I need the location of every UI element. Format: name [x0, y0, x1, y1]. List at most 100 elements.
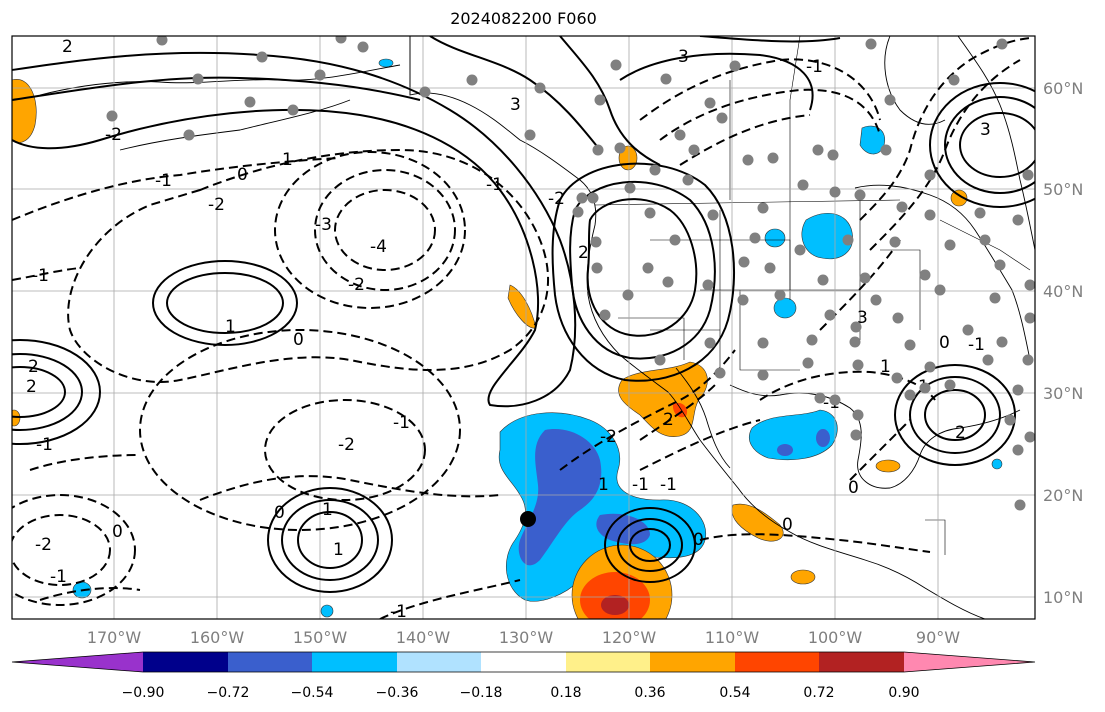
positive-anomaly-region	[950, 189, 968, 207]
contour-label: 0	[693, 530, 704, 550]
strong-negative-region	[518, 429, 602, 566]
contour-label: 0	[274, 503, 285, 523]
colorbar-tick-label: −0.72	[207, 685, 250, 701]
contour-label: 2	[26, 377, 37, 397]
lat-tick-label: 40°N	[1043, 282, 1083, 301]
contour-label: -2	[600, 427, 617, 447]
colorbar-tick-label: 0.54	[719, 685, 750, 701]
colorbar-segment	[819, 652, 904, 672]
dashed-contours	[12, 37, 1031, 619]
contour-label: 0	[112, 522, 123, 542]
colorbar-segment	[312, 652, 397, 672]
negative-anomaly-region	[801, 213, 853, 260]
colorbar-extend-high	[904, 652, 1035, 672]
colorbar-segment	[735, 652, 819, 672]
lon-tick-label: 90°W	[916, 628, 960, 647]
contour-label: -1	[155, 171, 172, 191]
negative-anomaly-region	[991, 458, 1003, 470]
contour-label: -1	[486, 175, 503, 195]
contour-label: -1	[806, 57, 823, 77]
contour-labels: 2 -2 0 3 -1 1 -3 -4 -2 1 0 2 2 -1 -2 -1 …	[26, 37, 991, 619]
contour-label: -1	[632, 475, 649, 495]
contour-label: -2	[35, 535, 52, 555]
strong-negative-region	[816, 429, 830, 447]
contour-label: -1	[36, 435, 53, 455]
lon-tick-label: 120°W	[602, 628, 657, 647]
colorbar-tick-label: −0.18	[460, 685, 503, 701]
negative-anomaly-region	[378, 58, 394, 68]
contour-label: 0	[848, 478, 859, 498]
political-boundaries	[409, 36, 1031, 555]
contour-label: -1	[660, 475, 677, 495]
positive-anomaly-region	[790, 569, 816, 585]
colorbar-tick-label: 0.72	[803, 685, 834, 701]
colorbar-labels: −0.90 −0.72 −0.54 −0.36 −0.18 0.18 0.36 …	[122, 685, 920, 701]
lon-tick-label: 140°W	[396, 628, 451, 647]
lon-tick-label: 100°W	[808, 628, 863, 647]
negative-anomaly-region	[764, 228, 786, 248]
lon-tick-label: 150°W	[293, 628, 348, 647]
contour-label: 3	[510, 95, 521, 115]
contour-label: 3	[678, 47, 689, 67]
negative-anomaly-region	[320, 604, 334, 618]
contour-label: 0	[237, 165, 248, 185]
chart-title: 2024082200 F060	[450, 9, 597, 28]
map-frame	[11, 35, 1036, 620]
contour-label: 0	[782, 515, 793, 535]
contour-label: -2	[105, 125, 122, 145]
contour-label: 0	[293, 330, 304, 350]
lat-tick-label: 20°N	[1043, 486, 1083, 505]
colorbar-extend-low	[12, 652, 143, 672]
colorbar-segment	[143, 652, 228, 672]
colorbar-segment	[566, 652, 650, 672]
contour-label: -2	[548, 189, 565, 209]
contour-label: -1	[393, 413, 410, 433]
gridlines	[12, 36, 1035, 619]
lat-tick-label: 30°N	[1043, 384, 1083, 403]
lon-tick-label: 170°W	[87, 628, 142, 647]
station-markers	[106, 36, 1035, 511]
colorbar-tick-label: −0.90	[122, 685, 165, 701]
positive-anomaly-region	[875, 459, 901, 473]
colorbar-outline	[11, 651, 1036, 673]
map-panel: 2 -2 0 3 -1 1 -3 -4 -2 1 0 2 2 -1 -2 -1 …	[12, 36, 1035, 619]
longitude-labels: 170°W 160°W 150°W 140°W 130°W 120°W 110°…	[87, 628, 960, 647]
colorbar-segment	[397, 652, 481, 672]
solid-contours	[12, 36, 1035, 593]
contour-label: -2	[208, 195, 225, 215]
contour-label: 3	[857, 308, 868, 328]
contour-label: -4	[370, 237, 387, 257]
positive-anomaly-region	[731, 503, 784, 542]
colorbar-tick-label: 0.18	[550, 685, 581, 701]
contour-label: -1	[50, 567, 67, 587]
contour-label: -1	[968, 335, 985, 355]
reference-point-marker	[520, 511, 536, 527]
contour-label: 1	[880, 357, 891, 377]
lon-tick-label: 110°W	[705, 628, 760, 647]
contour-label: 2	[663, 410, 674, 430]
contour-label: 0	[939, 333, 950, 353]
colorbar	[11, 651, 1036, 673]
contour-label: 1	[333, 540, 344, 560]
contour-label: 2	[578, 243, 589, 263]
contour-label: -2	[348, 275, 365, 295]
latitude-labels: 60°N 50°N 40°N 30°N 20°N 10°N	[1043, 79, 1083, 607]
colorbar-tick-label: −0.54	[291, 685, 334, 701]
contour-label: 2	[955, 423, 966, 443]
coastlines	[39, 36, 1035, 619]
contour-label: 1	[282, 150, 293, 170]
contour-label: 2	[28, 357, 39, 377]
lon-tick-label: 160°W	[190, 628, 245, 647]
colorbar-tick-label: 0.36	[634, 685, 665, 701]
contour-label: -3	[315, 215, 332, 235]
shaded-fields	[12, 58, 1003, 619]
negative-anomaly-region	[748, 409, 838, 461]
lon-tick-label: 130°W	[499, 628, 554, 647]
contour-label: 1	[322, 500, 333, 520]
contour-label: -2	[338, 435, 355, 455]
colorbar-segment	[228, 652, 312, 672]
lat-tick-label: 50°N	[1043, 180, 1083, 199]
contour-label: 3	[980, 120, 991, 140]
colorbar-tick-label: 0.90	[888, 685, 919, 701]
